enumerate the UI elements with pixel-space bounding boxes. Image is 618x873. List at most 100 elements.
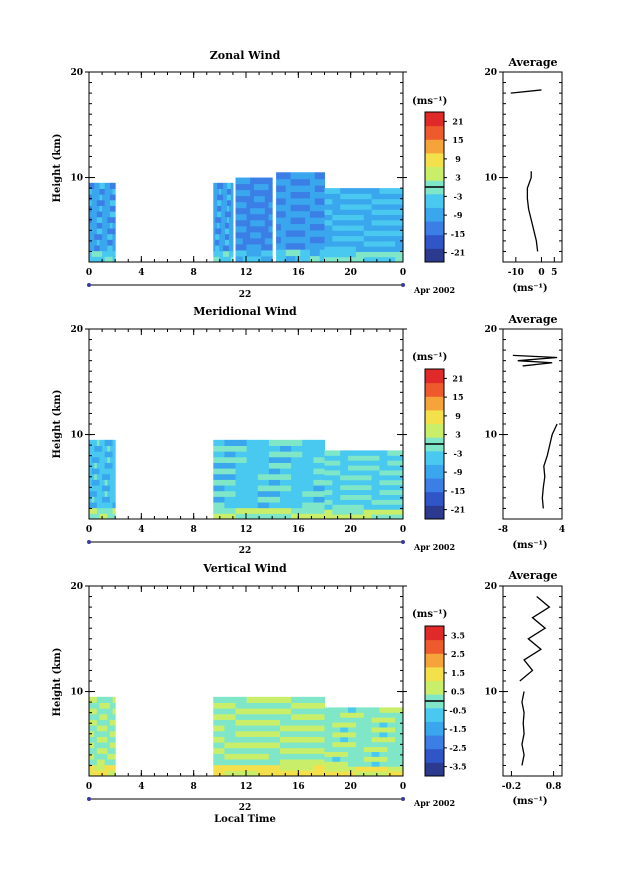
heatmap-cell <box>91 462 95 469</box>
heatmap-cell <box>94 485 98 492</box>
heatmap-cell <box>91 194 95 201</box>
heatmap-cell <box>340 761 349 767</box>
heatmap-cell <box>235 496 248 503</box>
heatmap-cell <box>246 490 259 497</box>
heatmap-cell <box>395 230 404 237</box>
heatmap-cell <box>89 507 93 514</box>
heatmap-cell <box>102 747 106 754</box>
y-axis-label: Height (km) <box>52 390 63 459</box>
heatmap-cell <box>230 211 234 218</box>
heatmap-cell <box>213 245 216 252</box>
heatmap-cell <box>363 251 373 258</box>
heatmap-cell <box>91 764 95 771</box>
heatmap-cell <box>221 245 224 252</box>
heatmap-cell <box>104 725 108 732</box>
date-label: Apr 2002 <box>413 798 455 808</box>
heatmap-cell <box>109 188 114 195</box>
colorbar-tick-label: -9 <box>454 467 463 477</box>
heatmap-cell <box>295 185 301 193</box>
x-tick-label: 8 <box>191 525 197 535</box>
heatmap-cell <box>276 229 282 237</box>
heatmap-cell <box>102 205 106 212</box>
heatmap-cell <box>96 764 100 771</box>
average-profile-line <box>541 423 558 509</box>
heatmap-cell <box>112 725 116 732</box>
heatmap-cell <box>395 235 404 242</box>
heatmap-cell <box>257 702 270 709</box>
heatmap-cell <box>332 504 341 510</box>
heatmap-cell <box>246 742 259 749</box>
heatmap-cell <box>280 236 287 244</box>
heatmap-cell <box>107 490 111 497</box>
panel-title: Meridional Wind <box>193 305 297 318</box>
heatmap-cell <box>253 225 259 233</box>
heatmap-cell <box>395 731 404 738</box>
heatmap-cell <box>363 219 373 226</box>
average-title: Average <box>507 569 557 582</box>
heatmap-cell <box>94 194 98 201</box>
heatmap-cell <box>268 770 281 777</box>
heatmap-cell <box>91 188 95 195</box>
heatmap-cell <box>89 451 93 458</box>
heatmap-cell <box>280 172 287 180</box>
heatmap-cell <box>89 205 93 212</box>
heatmap-cell <box>379 469 388 476</box>
heatmap-cell <box>268 696 281 703</box>
heatmap-cell <box>107 222 111 229</box>
average-title: Average <box>507 56 557 69</box>
heatmap-cell <box>107 445 111 452</box>
heatmap-cell <box>332 766 341 772</box>
heatmap-cell <box>313 451 325 458</box>
heatmap-cell <box>261 225 266 233</box>
heatmap-cell <box>109 725 114 732</box>
heatmap-cell <box>219 228 222 235</box>
heatmap-cell <box>99 708 103 715</box>
heatmap-cell <box>94 725 98 732</box>
heatmap-cell <box>332 251 341 258</box>
heatmap-cell <box>235 507 248 514</box>
heatmap-cell <box>225 205 228 212</box>
heatmap-cell <box>99 451 103 458</box>
heatmap-cell <box>213 182 216 189</box>
heatmap-cell <box>300 249 306 257</box>
heatmap-cell <box>253 207 259 215</box>
heatmap-cell <box>89 702 93 709</box>
heatmap-cell <box>332 198 341 205</box>
heatmap-cell <box>99 211 103 218</box>
y-tick-label: 10 <box>70 431 83 441</box>
heatmap-cell <box>246 770 259 777</box>
heatmap-cell <box>313 445 325 452</box>
heatmap-cell <box>99 182 103 189</box>
heatmap-cell <box>332 722 341 728</box>
average-frame <box>502 585 563 777</box>
heatmap-cell <box>395 509 404 515</box>
heatmap-cell <box>302 713 314 720</box>
heatmap-cell <box>235 713 248 720</box>
heatmap-cell <box>371 193 380 200</box>
heatmap-cell <box>89 485 93 492</box>
average-unit: (ms⁻¹) <box>512 540 547 551</box>
heatmap-cell <box>302 719 314 726</box>
heatmap-cell <box>235 445 248 452</box>
heatmap-cell <box>257 213 262 221</box>
heatmap-cell <box>239 213 244 221</box>
heatmap-cell <box>332 225 341 231</box>
heatmap-cell <box>250 225 255 233</box>
heatmap-cell <box>109 502 114 509</box>
heatmap-cell <box>340 479 349 486</box>
heatmap-cell <box>290 217 296 225</box>
heatmap-cell <box>264 255 270 263</box>
heatmap-cell <box>371 504 380 510</box>
heatmap-cell <box>104 456 108 463</box>
heatmap-cell <box>99 490 103 497</box>
heatmap-cell <box>107 719 111 726</box>
heatmap-cell <box>291 456 303 463</box>
heatmap-cell <box>340 256 349 263</box>
colorbar-tick-label: -9 <box>454 210 463 220</box>
heatmap-cell <box>250 243 255 251</box>
heatmap-cell <box>91 473 95 480</box>
heatmap-cell <box>235 177 240 185</box>
colorbar-swatch <box>425 491 444 506</box>
heatmap-cell <box>295 249 301 257</box>
heatmap-cell <box>112 507 116 514</box>
